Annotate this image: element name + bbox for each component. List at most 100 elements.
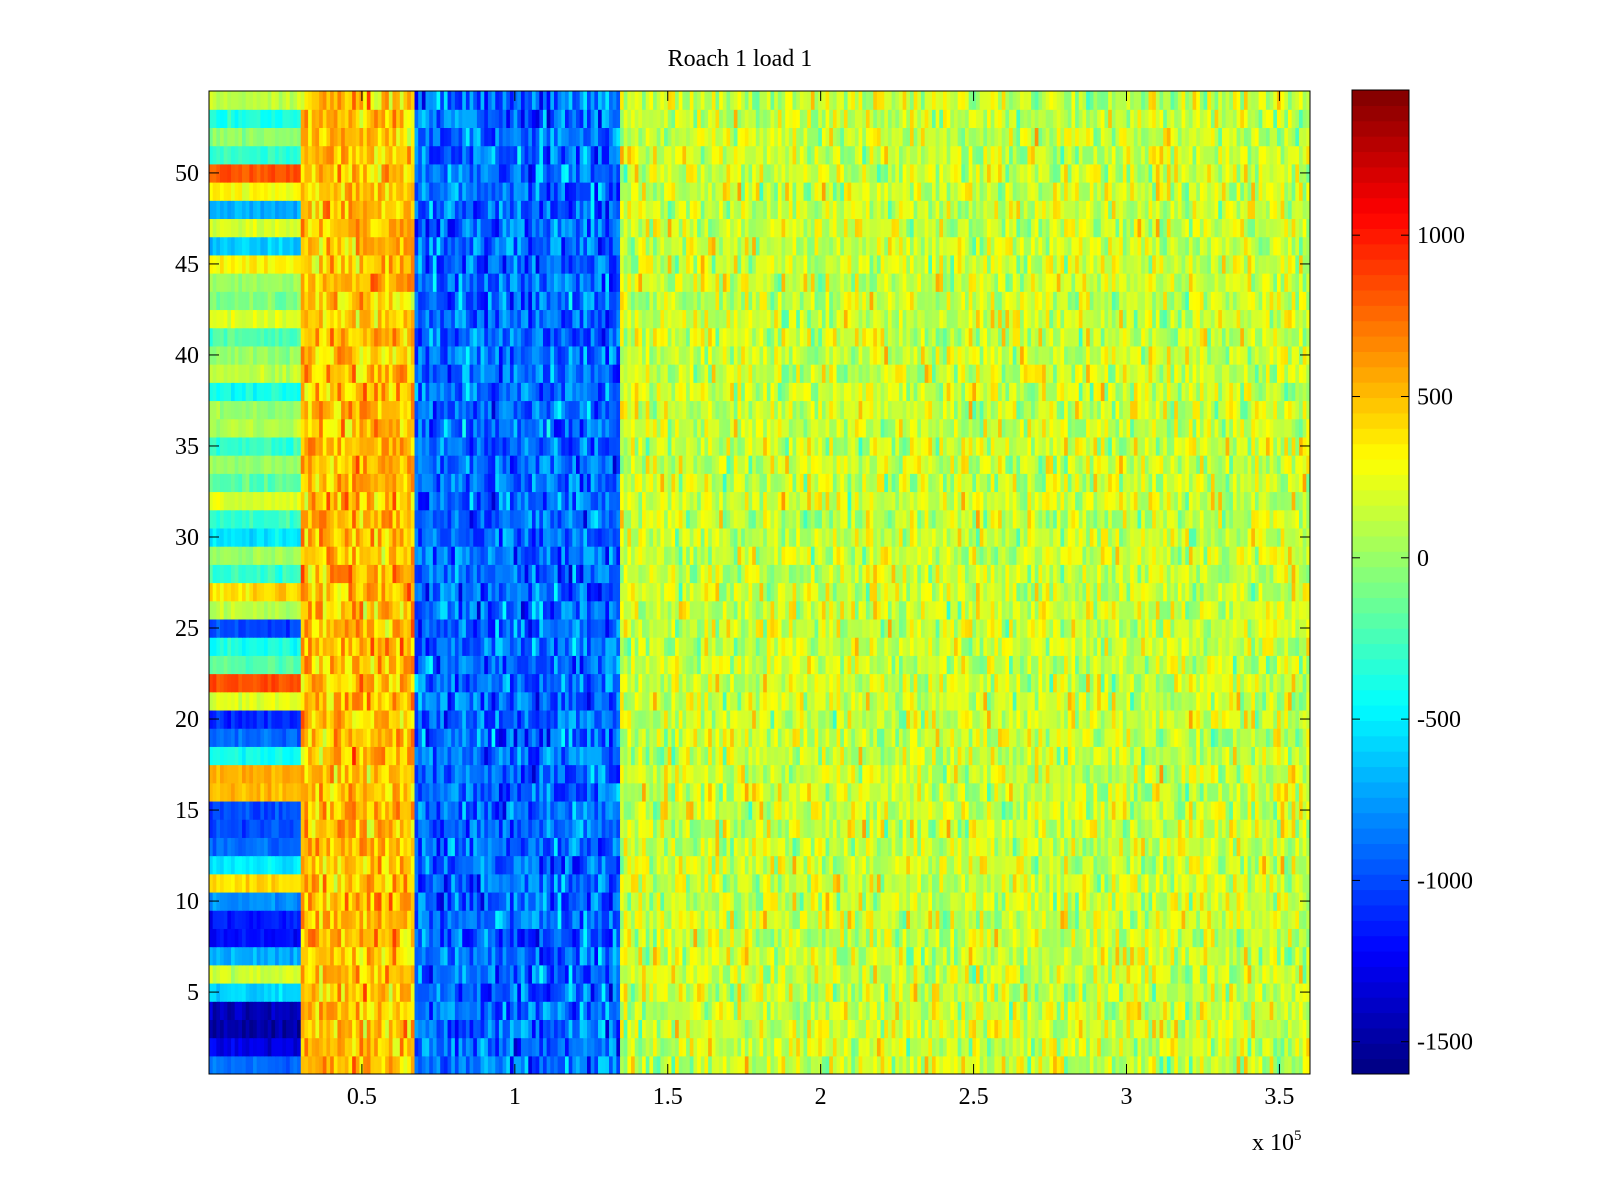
heatmap-cell: [876, 1019, 882, 1039]
heatmap-cell: [675, 837, 680, 857]
heatmap-cell: [645, 782, 650, 802]
heatmap-cell: [1016, 837, 1021, 857]
heatmap-cell: [605, 1055, 610, 1074]
heatmap-cell: [458, 891, 463, 911]
heatmap-cell: [1214, 1055, 1219, 1074]
heatmap-cell: [583, 928, 588, 948]
heatmap-cell: [660, 800, 665, 820]
heatmap-cell: [1093, 946, 1098, 966]
heatmap-cell: [462, 782, 467, 802]
heatmap-cell: [744, 1055, 750, 1074]
heatmap-cell: [821, 1001, 827, 1020]
heatmap-cell: [414, 1055, 419, 1074]
heatmap-cell: [1276, 910, 1282, 929]
heatmap-cell: [880, 964, 885, 984]
heatmap-cell: [998, 819, 1003, 838]
heatmap-cell: [436, 891, 441, 911]
heatmap-cell: [1258, 837, 1263, 857]
heatmap-cell: [495, 1055, 500, 1074]
heatmap-cell: [851, 946, 856, 966]
heatmap-cell: [733, 1001, 739, 1020]
heatmap-cell: [1056, 819, 1062, 838]
heatmap-cell: [282, 819, 287, 838]
heatmap-cell: [1027, 873, 1032, 893]
heatmap-cell: [1093, 928, 1098, 948]
heatmap-cell: [348, 855, 353, 875]
heatmap-cell: [253, 782, 258, 802]
heatmap-cell: [928, 946, 933, 966]
heatmap-cell: [462, 891, 467, 911]
heatmap-cell: [631, 1037, 636, 1057]
heatmap-plot-area: [208, 90, 1311, 1075]
heatmap-cell: [557, 819, 562, 838]
heatmap-cell: [667, 1019, 673, 1039]
heatmap-cell: [708, 819, 713, 838]
heatmap-cell: [220, 819, 225, 838]
heatmap-cell: [653, 910, 658, 929]
heatmap-cell: [829, 1037, 834, 1057]
heatmap-cell: [256, 782, 261, 802]
heatmap-cell: [572, 782, 577, 802]
heatmap-cell: [1254, 982, 1260, 1002]
heatmap-cell: [487, 819, 493, 838]
heatmap-cell: [528, 964, 533, 984]
heatmap-cell: [1009, 964, 1014, 984]
heatmap-cell: [697, 837, 702, 857]
heatmap-cell: [381, 891, 386, 911]
heatmap-cell: [1137, 855, 1142, 875]
heatmap-cell: [1298, 910, 1304, 929]
heatmap-cell: [810, 1037, 816, 1057]
heatmap-cell: [352, 928, 357, 948]
heatmap-cell: [212, 964, 217, 984]
heatmap-cell: [403, 1001, 408, 1020]
heatmap-cell: [854, 928, 860, 948]
heatmap-cell: [620, 819, 625, 838]
heatmap-cell: [348, 764, 353, 784]
heatmap-cell: [759, 855, 764, 875]
heatmap-cell: [609, 782, 614, 802]
heatmap-cell: [774, 946, 779, 966]
heatmap-cell: [1240, 982, 1245, 1002]
heatmap-cell: [1078, 982, 1084, 1002]
heatmap-cell: [869, 1055, 874, 1074]
heatmap-cell: [1093, 800, 1098, 820]
heatmap-cell: [924, 946, 929, 966]
heatmap-cell: [983, 782, 988, 802]
heatmap-cell: [227, 1037, 232, 1057]
heatmap-cell: [627, 964, 632, 984]
heatmap-cell: [341, 1037, 346, 1057]
heatmap-cell: [1056, 1055, 1062, 1074]
heatmap-cell: [620, 1055, 625, 1074]
heatmap-cell: [535, 946, 540, 966]
heatmap-cell: [531, 1019, 537, 1039]
heatmap-cell: [976, 964, 981, 984]
heatmap-cell: [755, 964, 761, 984]
heatmap-cell: [1280, 1055, 1285, 1074]
heatmap-cell: [385, 982, 390, 1002]
heatmap-cell: [1210, 782, 1216, 802]
heatmap-cell: [451, 1019, 456, 1039]
heatmap-cell: [315, 837, 320, 857]
heatmap-cell: [623, 764, 628, 784]
heatmap-cell: [1159, 1001, 1164, 1020]
heatmap-cell: [264, 800, 269, 820]
heatmap-cell: [363, 946, 368, 966]
heatmap-cell: [752, 928, 757, 948]
heatmap-cell: [1001, 891, 1006, 911]
heatmap-cell: [1097, 819, 1102, 838]
heatmap-cell: [1207, 837, 1212, 857]
heatmap-cell: [843, 964, 849, 984]
heatmap-cell: [212, 928, 217, 948]
heatmap-cell: [1247, 964, 1252, 984]
heatmap-cell: [1243, 873, 1249, 893]
heatmap-cell: [363, 964, 368, 984]
heatmap-cell: [355, 873, 361, 893]
heatmap-cell: [697, 855, 702, 875]
heatmap-cell: [924, 1055, 929, 1074]
heatmap-cell: [847, 782, 852, 802]
heatmap-cell: [1141, 982, 1146, 1002]
heatmap-cell: [1034, 928, 1040, 948]
heatmap-cell: [1229, 837, 1234, 857]
heatmap-cell: [1284, 891, 1289, 911]
heatmap-cell: [1133, 1037, 1139, 1057]
